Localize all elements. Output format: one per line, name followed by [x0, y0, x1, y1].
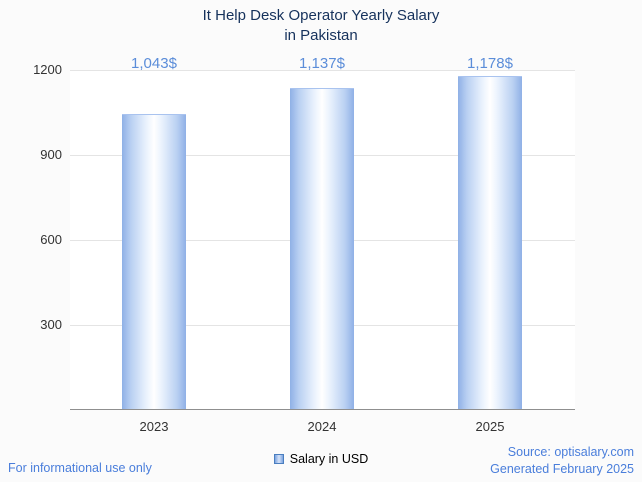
gridline: [70, 70, 575, 71]
y-axis-tick: 300: [40, 317, 62, 332]
y-axis-tick: 900: [40, 147, 62, 162]
x-axis-tick: 2024: [307, 419, 337, 434]
legend-label: Salary in USD: [289, 452, 369, 466]
plot-area: [70, 70, 575, 410]
chart-title-line2: in Pakistan: [284, 26, 358, 44]
y-axis-tick: 1200: [33, 62, 62, 77]
source-text: Source: optisalary.com: [507, 445, 634, 460]
chart-title-line1: It Help Desk Operator Yearly Salary: [202, 7, 440, 24]
bar-value-label: 1,137$: [299, 55, 345, 72]
bar-value-label: 1,043$: [131, 55, 177, 72]
x-axis-tick: 2023: [139, 419, 169, 434]
chart-title: It Help Desk Operator Yearly Salary in P…: [0, 6, 642, 45]
y-axis-tick: 600: [40, 232, 62, 247]
x-axis-tick: 2025: [475, 419, 505, 434]
bar: [122, 114, 186, 409]
legend: Salary in USD: [0, 452, 642, 466]
bar: [458, 76, 522, 409]
source-block: Source: optisalary.com Generated Februar…: [490, 444, 634, 478]
disclaimer-text: For informational use only: [8, 461, 152, 475]
generated-text: Generated February 2025: [490, 462, 634, 477]
legend-swatch-icon: [273, 454, 284, 464]
bar-value-label: 1,178$: [467, 55, 513, 72]
bar: [290, 87, 354, 409]
